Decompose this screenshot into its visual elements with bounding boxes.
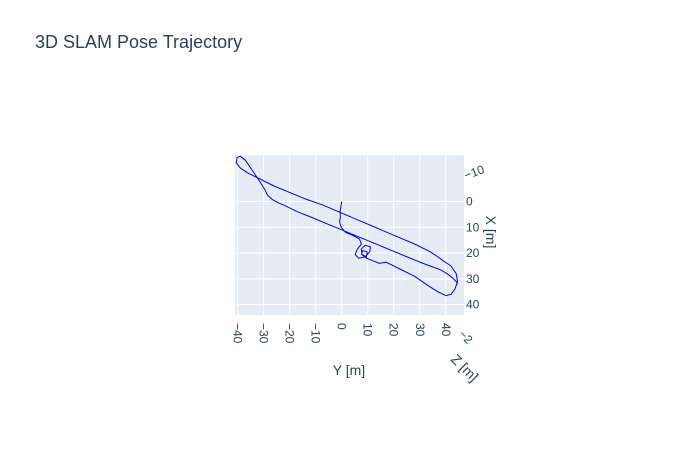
- x-axis-label: Y [m]: [333, 362, 365, 378]
- x-tick-label-2: −20: [283, 323, 297, 344]
- chart-title: 3D SLAM Pose Trajectory: [35, 32, 243, 52]
- side-tick-label-4: 30: [466, 272, 480, 286]
- grid-lines: [235, 155, 464, 315]
- side-tick-label-0: −10: [462, 162, 486, 182]
- x-tick-label-8: 40: [439, 323, 453, 337]
- plot-background: [235, 155, 464, 315]
- side-tick-label-5: 40: [466, 298, 480, 312]
- x-tick-label-3: −10: [309, 323, 323, 344]
- side-axis-ticks: −10 0 10 20 30 40: [462, 162, 486, 312]
- side-tick-label-3: 20: [466, 246, 480, 260]
- side-tick-label-2: 10: [466, 220, 480, 234]
- x-tick-label-7: 30: [413, 323, 427, 337]
- z-axis-label: Z [m]: [448, 351, 482, 385]
- x-tick-label-5: 10: [361, 323, 375, 337]
- z-tick-label: −2: [456, 327, 476, 347]
- x-tick-label-0: −40: [231, 323, 245, 344]
- side-tick-label-1: 0: [466, 195, 473, 209]
- x-axis-ticks: −40 −30 −20 −10 0 10 20 30 40: [231, 323, 453, 344]
- x-tick-label-1: −30: [257, 323, 271, 344]
- trajectory-line: [235, 155, 458, 297]
- x-tick-label-6: 20: [387, 323, 401, 337]
- x-tick-label-4: 0: [335, 323, 349, 330]
- y-axis-label: X [m]: [483, 216, 499, 249]
